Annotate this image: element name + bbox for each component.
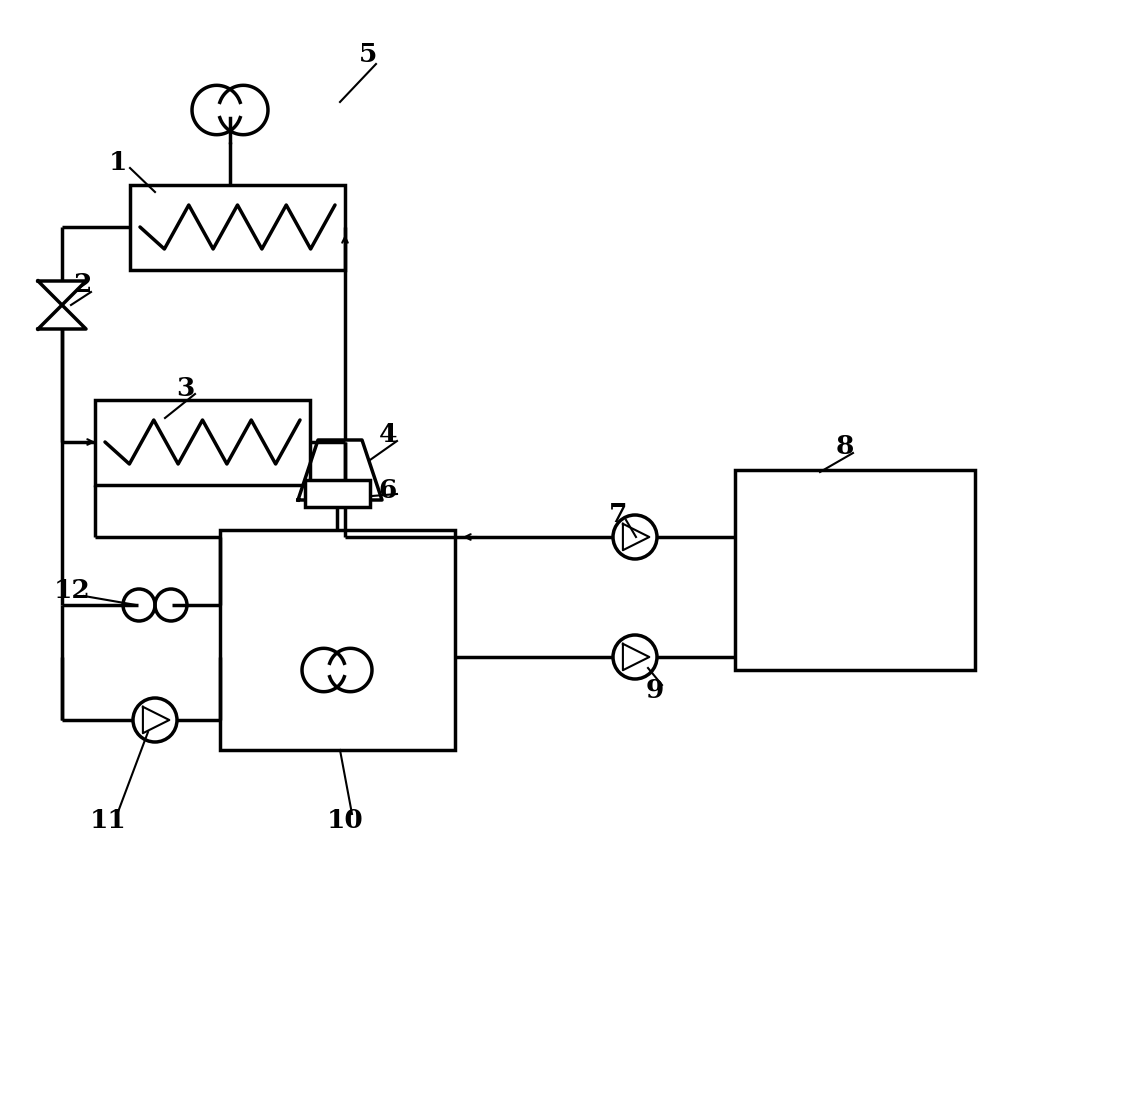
Circle shape	[613, 515, 657, 559]
Text: 3: 3	[176, 375, 194, 401]
Bar	[220, 530, 455, 751]
Text: 12: 12	[53, 578, 91, 602]
Text: 11: 11	[90, 807, 127, 832]
Text: 6: 6	[378, 477, 398, 503]
Text: 1: 1	[109, 149, 127, 175]
Text: 10: 10	[326, 807, 364, 832]
Text: 8: 8	[836, 435, 854, 459]
Bar	[305, 480, 370, 507]
Circle shape	[613, 635, 657, 679]
Text: 7: 7	[608, 501, 628, 527]
Bar	[130, 185, 346, 270]
Bar	[735, 470, 976, 670]
Bar	[95, 400, 310, 485]
Circle shape	[133, 699, 177, 742]
Text: 5: 5	[359, 42, 377, 68]
Text: 4: 4	[378, 423, 398, 447]
Text: 9: 9	[646, 677, 664, 703]
Text: 2: 2	[73, 272, 91, 298]
